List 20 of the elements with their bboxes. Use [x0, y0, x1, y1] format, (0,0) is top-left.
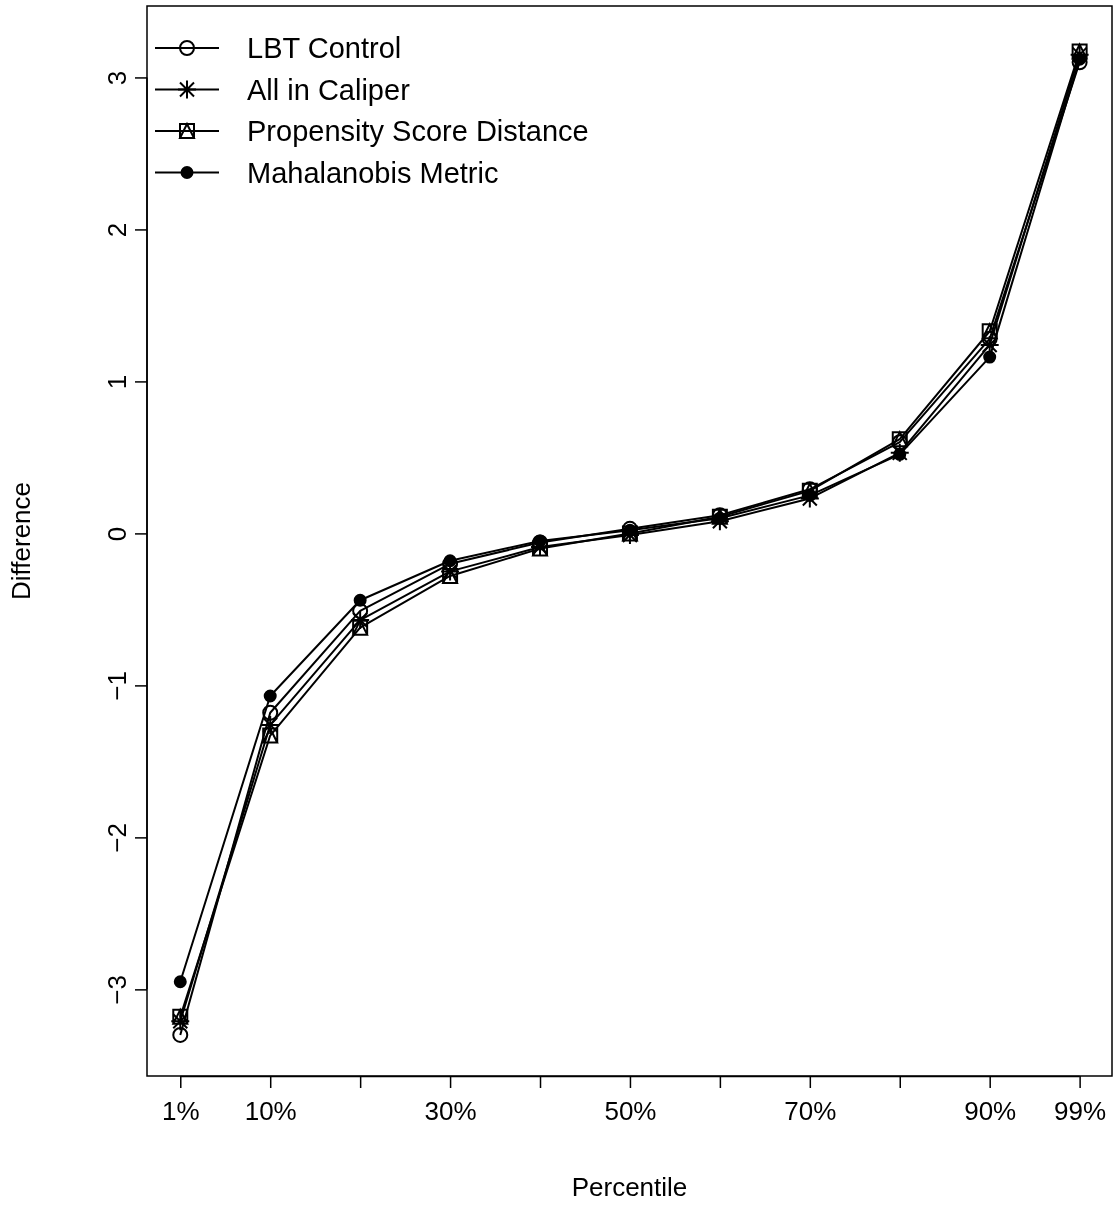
x-tick-label: 90% [964, 1096, 1017, 1127]
x-tick-label: 70% [784, 1096, 837, 1127]
x-tick-label: 99% [1054, 1096, 1107, 1127]
x-axis-title: Percentile [571, 1172, 688, 1202]
x-tick-label: 1% [161, 1096, 200, 1127]
x-tick-label: 30% [424, 1096, 477, 1127]
y-tick-label: −2 [102, 823, 133, 853]
legend-label: Propensity Score Distance [247, 115, 589, 148]
x-tick-label: 10% [244, 1096, 297, 1127]
y-tick-label: 1 [102, 374, 133, 390]
y-tick-label: 0 [102, 526, 133, 542]
legend-label: LBT Control [247, 32, 402, 65]
y-tick-label: −3 [102, 975, 133, 1005]
y-tick-label: −1 [102, 671, 133, 701]
x-tick-label: 50% [604, 1096, 657, 1127]
y-tick-label: 2 [102, 222, 133, 238]
y-tick-label: 3 [102, 70, 133, 86]
y-axis-title: Difference [6, 481, 36, 601]
legend-label: All in Caliper [247, 73, 411, 106]
legend-label: Mahalanobis Metric [247, 156, 499, 189]
